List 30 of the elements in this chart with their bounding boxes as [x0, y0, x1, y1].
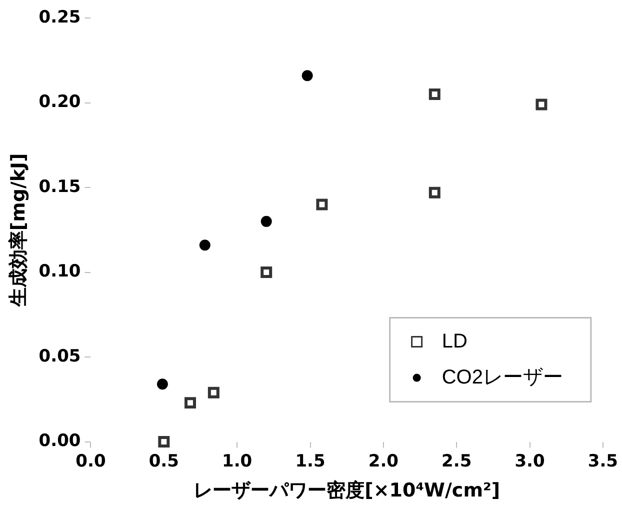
y-tick-label: 0.10: [38, 262, 81, 282]
point: [260, 216, 272, 227]
point: [260, 266, 272, 278]
y-tick-label: 0.25: [38, 7, 81, 28]
x-tick-label: 1.5: [295, 451, 326, 472]
point: [302, 70, 313, 82]
x-tick-label: 3.0: [514, 451, 545, 472]
y-tick-label: 0.15: [38, 176, 81, 197]
point: [156, 378, 168, 390]
point: [158, 436, 170, 448]
y-tick-label: 0.20: [38, 92, 81, 112]
point: [428, 186, 440, 198]
y-tick-label: 0.00: [38, 431, 81, 452]
y-axis-title: 生成効率[mg/kJ]: [7, 153, 30, 308]
legend-label: CO2レーザー: [442, 366, 563, 388]
x-tick-label: 0.0: [76, 451, 106, 472]
y-tick-label: 0.05: [38, 346, 81, 366]
point: [184, 397, 196, 409]
x-tick-label: 2.5: [442, 451, 472, 472]
x-tick-label: 1.0: [222, 451, 252, 472]
x-axis-title: レーザーパワー密度[×10⁴W/cm²]: [194, 480, 500, 502]
point: [199, 240, 210, 251]
x-tick-label: 2.0: [368, 451, 399, 472]
point: [208, 386, 220, 398]
point: [536, 98, 548, 110]
legend-label: LD: [442, 330, 468, 352]
x-tick-label: 0.5: [148, 451, 179, 472]
x-tick-label: 3.5: [588, 451, 618, 472]
point: [316, 198, 328, 210]
point: [428, 88, 440, 100]
